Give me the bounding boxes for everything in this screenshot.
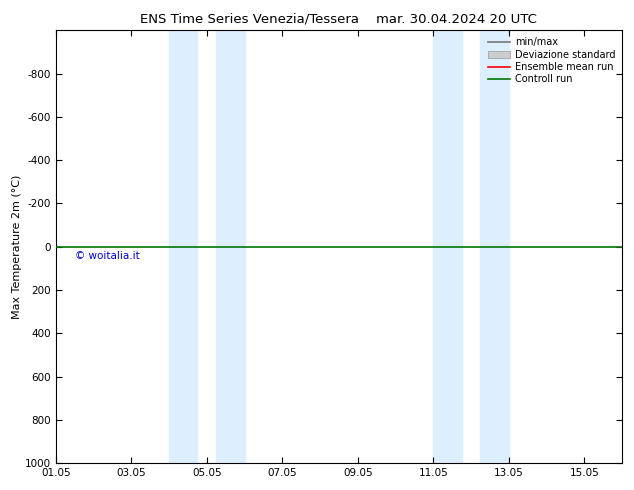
Bar [216, 30, 245, 463]
Text: © woitalia.it: © woitalia.it [75, 250, 139, 261]
Bar [481, 30, 508, 463]
Y-axis label: Max Temperature 2m (°C): Max Temperature 2m (°C) [12, 174, 22, 319]
Title: ENS Time Series Venezia/Tessera    mar. 30.04.2024 20 UTC: ENS Time Series Venezia/Tessera mar. 30.… [141, 12, 538, 25]
Bar [433, 30, 462, 463]
Legend: min/max, Deviazione standard, Ensemble mean run, Controll run: min/max, Deviazione standard, Ensemble m… [486, 35, 617, 86]
Bar [169, 30, 197, 463]
